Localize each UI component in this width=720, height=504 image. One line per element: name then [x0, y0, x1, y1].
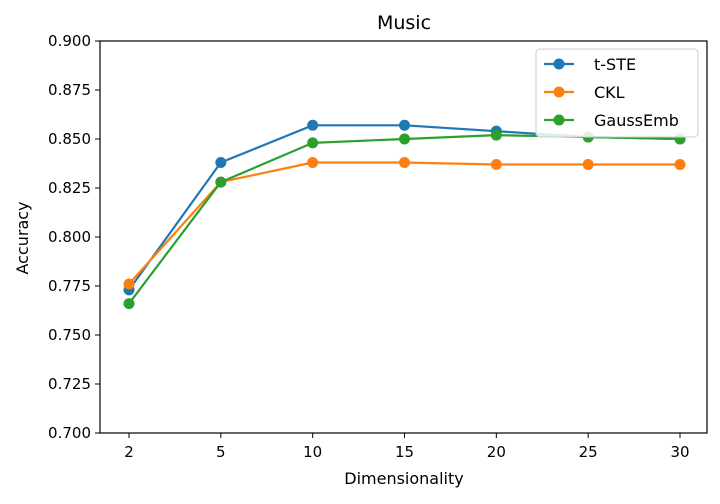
data-point [399, 157, 410, 169]
legend-label: t-STE [594, 55, 636, 74]
y-axis-title: Accuracy [13, 201, 32, 274]
data-point [215, 176, 227, 188]
x-tick-label: 20 [487, 443, 506, 461]
x-tick-label: 10 [303, 443, 322, 461]
x-tick-label: 2 [124, 443, 134, 461]
legend-item: CKL [544, 83, 625, 102]
data-point [399, 133, 410, 145]
y-tick-label: 0.775 [48, 277, 91, 295]
x-tick-label: 5 [216, 443, 226, 461]
y-tick-label: 0.825 [48, 179, 91, 197]
y-tick-label: 0.800 [48, 228, 91, 246]
y-tick-label: 0.900 [48, 32, 91, 50]
legend-swatch-marker [553, 58, 565, 70]
data-point [490, 158, 502, 170]
axes-frame [99, 40, 708, 434]
y-tick-label: 0.725 [48, 375, 91, 393]
legend-swatch-marker [553, 86, 565, 98]
y-tick-label: 0.700 [48, 424, 91, 442]
data-point [215, 157, 227, 169]
legend-item: GaussEmb [544, 111, 679, 130]
y-tick-label: 0.850 [48, 130, 91, 148]
x-tick-label: 15 [395, 443, 414, 461]
data-point [307, 119, 319, 131]
y-tick-label: 0.875 [48, 81, 91, 99]
legend: t-STE CKL GaussEmb [535, 48, 699, 138]
legend-swatch-marker [553, 114, 565, 126]
data-point [399, 119, 410, 131]
chart-title: Music [377, 12, 431, 34]
data-point [582, 158, 594, 170]
data-point [307, 157, 319, 169]
legend-label: GaussEmb [594, 111, 679, 130]
data-point [490, 129, 502, 141]
x-tick-label: 25 [579, 443, 598, 461]
x-tick-label: 30 [670, 443, 689, 461]
data-point [123, 298, 135, 310]
legend-label: CKL [594, 83, 625, 102]
data-point [674, 158, 686, 170]
legend-box [535, 48, 699, 138]
axes-layer: 0.700 0.725 0.750 0.775 0.800 0.825 0.850 0.875… [48, 32, 708, 461]
data-point [123, 278, 135, 290]
x-axis-title: Dimensionality [344, 469, 463, 488]
y-tick-label: 0.750 [48, 326, 91, 344]
legend-item: t-STE [544, 55, 636, 74]
data-point [307, 137, 319, 149]
